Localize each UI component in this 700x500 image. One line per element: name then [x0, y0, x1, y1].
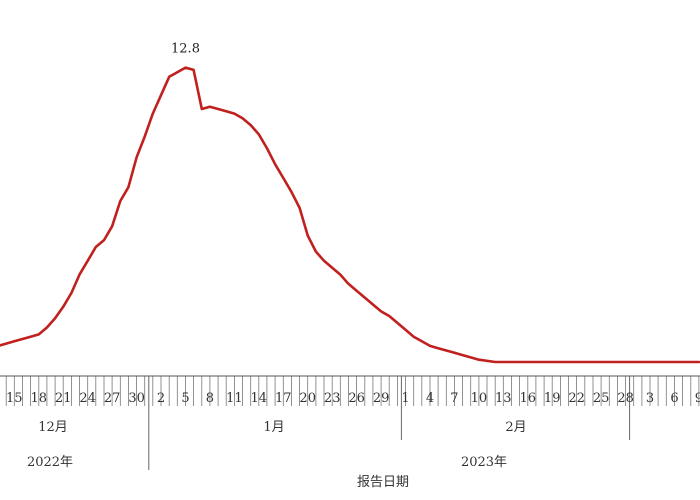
x-tick-label: 13: [495, 391, 512, 406]
x-tick-label: 3: [646, 391, 654, 406]
x-tick-label: 28: [617, 391, 634, 406]
x-tick-label: 17: [275, 391, 292, 406]
x-tick-label: 2: [157, 391, 165, 406]
x-tick-label: 1: [401, 391, 409, 406]
x-tick-label: 30: [128, 391, 145, 406]
x-tick-label: 21: [55, 391, 72, 406]
month-label-dec: 12月: [38, 420, 68, 435]
x-tick-label: 23: [324, 391, 341, 406]
x-tick-label: 29: [373, 391, 390, 406]
x-tick-label: 26: [348, 391, 365, 406]
year-label-2023: 2023年: [461, 455, 507, 470]
x-tick-label: 14: [251, 391, 268, 406]
x-tick-label: 18: [31, 391, 48, 406]
x-tick-label: 24: [79, 391, 96, 406]
x-tick-label: 22: [568, 391, 585, 406]
month-label-jan: 1月: [263, 420, 284, 435]
x-tick-label: 8: [206, 391, 214, 406]
x-tick-label: 20: [299, 391, 316, 406]
x-tick-label: 4: [426, 391, 434, 406]
x-tick-labels: 15 18 21 24 27 30 2 5 8 11 14 17 20 23 26 29 1 4 7 10 13 16 19…: [6, 391, 700, 406]
x-tick-label: 27: [104, 391, 121, 406]
x-tick-label: 19: [544, 391, 561, 406]
x-axis-title: 报告日期: [357, 475, 409, 490]
x-tick-label: 25: [593, 391, 610, 406]
peak-annotation: 12.8: [171, 42, 200, 57]
month-label-feb: 2月: [505, 420, 526, 435]
x-tick-label: 5: [181, 391, 189, 406]
month-dividers: [148, 376, 631, 470]
x-tick-label: 10: [471, 391, 488, 406]
x-axis-ticks: [5, 376, 700, 406]
series-line: [0, 66, 700, 364]
year-label-2022: 2022年: [27, 455, 73, 470]
x-tick-label: 9: [695, 391, 700, 406]
x-tick-label: 7: [450, 391, 458, 406]
x-tick-label: 6: [670, 391, 678, 406]
x-tick-label: 15: [6, 391, 23, 406]
x-tick-label: 11: [226, 391, 243, 406]
x-tick-label: 16: [520, 391, 537, 406]
